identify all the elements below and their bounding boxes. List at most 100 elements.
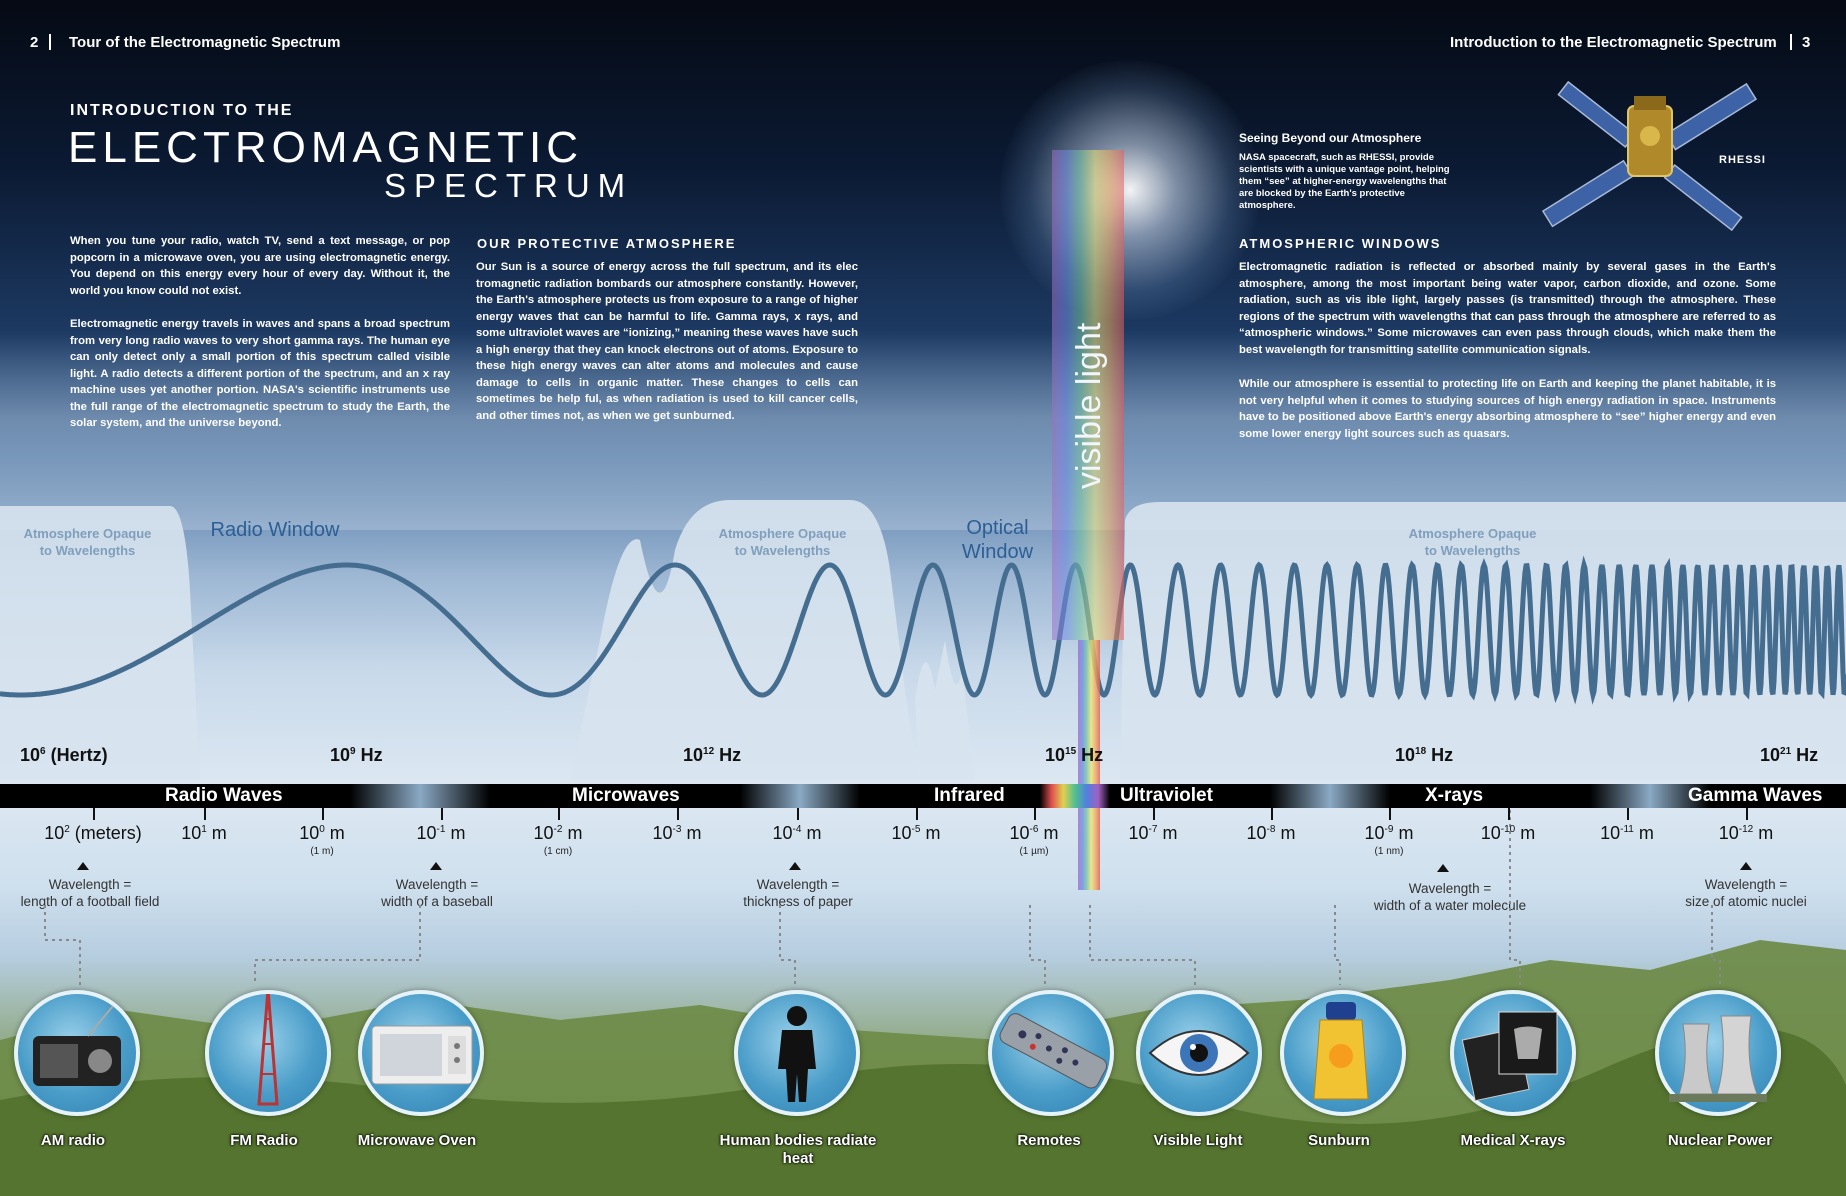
visible-light-beam [1052,150,1124,640]
visible-light-narrow-beam [1078,640,1100,890]
example-visible-light: Visible Light [1153,1132,1243,1149]
wavelength-tick [93,808,95,820]
wavelength-tick [1034,808,1036,820]
cooling-towers-icon [1669,1015,1767,1102]
comparison-football-field: Wavelength = length of a football field [20,877,160,909]
intro-paragraph-2: Electromagnetic energy travels in waves … [70,318,450,429]
wavelength-label: 10-5 m [891,823,941,843]
frequency-label: 1021 Hz [1760,745,1819,765]
sunburn-circle [1280,990,1406,1116]
wavelength-label: 10-12 m [1718,823,1774,843]
visible-light-circle [1136,990,1262,1116]
example-microwave-oven: Microwave Oven [357,1132,477,1149]
caret-marker [1740,862,1752,870]
frequency-label: 1015 Hz [1045,745,1104,765]
caret-marker [1437,864,1449,872]
windows-paragraph-1: Electromagnetic radiation is reflected o… [1239,261,1776,356]
radio-window-label: Radio Window [210,519,340,541]
comparison-atomic-nuclei: Wavelength = size of atomic nuclei [1685,877,1807,909]
wavelength-sublabel: (1 µm) [1019,846,1049,857]
dotted-connectors [44,810,1721,985]
wavelength-sublabel: (1 m) [310,846,334,857]
wavelength-label: 10-7 m [1128,823,1178,843]
human-body-circle [734,990,860,1116]
band-gamma-waves: Gamma Waves [1688,785,1823,806]
band-radio-waves: Radio Waves [165,785,283,806]
header-divider [1790,34,1792,50]
opaque-region-radio [0,506,200,780]
wavelength-tick [322,808,324,820]
fm-radio-circle [205,990,331,1116]
example-nuclear-power: Nuclear Power [1667,1132,1773,1149]
wavelength-tick [204,808,206,820]
wavelength-label: 10-10 m [1480,823,1536,843]
em-wave [0,555,1846,705]
rhessi-satellite-icon [1541,80,1758,232]
wavelength-tick [441,808,443,820]
band-ultraviolet: Ultraviolet [1120,785,1213,806]
opaque-label-3: Atmosphere Opaque to Wavelengths [1408,526,1537,558]
windows-paragraph-2: While our atmosphere is essential to pro… [1239,378,1776,440]
microwave-oven-icon [371,1025,473,1085]
opaque-label-1: Atmosphere Opaque to Wavelengths [23,526,152,558]
title-sub: SPECTRUM [384,167,634,204]
example-remotes: Remotes [1017,1132,1081,1149]
wavelength-tick [916,808,918,820]
wavelength-label: 10-11 m [1600,823,1654,843]
band-gradient [1040,784,1110,808]
example-medical-xrays: Medical X-rays [1460,1132,1566,1149]
caret-marker [430,862,442,870]
wavelength-label: 10-6 m [1009,823,1059,843]
sun-glow [1000,60,1260,320]
frequency-label: 109 Hz [330,745,383,765]
caret-marker [789,862,801,870]
wavelength-tick [558,808,560,820]
band-bar [0,784,1846,808]
wavelength-tick [1627,808,1629,820]
remote-control-icon [999,1013,1108,1089]
band-gradient [1270,784,1390,808]
band-gradient [740,784,860,808]
am-radio-icon [33,1005,121,1086]
frequency-label: 1018 Hz [1395,745,1454,765]
microwave-oven-circle [358,990,484,1116]
wavelength-tick [1389,808,1391,820]
wavelength-label: 10-9 m [1364,823,1414,843]
wavelength-label: 10-4 m [772,823,822,843]
wavelength-label: 10-3 m [652,823,702,843]
left-running-title: Tour of the Electromagnetic Spectrum [69,34,341,51]
example-fm-radio: FM Radio [230,1132,298,1149]
beyond-heading: Seeing Beyond our Atmosphere [1239,131,1422,145]
band-gradient [350,784,490,808]
band-x-rays: X-rays [1425,785,1484,806]
comparison-paper: Wavelength = thickness of paper [743,877,853,909]
header-divider [49,34,51,50]
opaque-label-2: Atmosphere Opaque to Wavelengths [718,526,847,558]
frequency-label: 1012 Hz [683,745,742,765]
wavelength-label: 102 (meters) [44,823,142,843]
wavelength-tick [1271,808,1273,820]
right-running-title: Introduction to the Electromagnetic Spec… [1450,34,1777,51]
caret-marker [77,862,89,870]
band-infrared: Infrared [934,785,1005,806]
example-sunburn: Sunburn [1308,1132,1370,1149]
beyond-paragraph: NASA spacecraft, such as RHESSI, provide… [1239,152,1450,211]
wavelength-tick [1153,808,1155,820]
eye-icon [1148,1030,1250,1076]
am-radio-circle [14,990,140,1116]
title-line1: INTRODUCTION TO THE [70,102,294,119]
atmosphere-heading: OUR PROTECTIVE ATMOSPHERE [477,236,737,251]
windows-heading: ATMOSPHERIC WINDOWS [1239,236,1442,251]
wavelength-sublabel: (1 cm) [543,846,573,857]
band-gradient [1590,784,1710,808]
medical-xray-circle [1450,990,1576,1116]
hills [0,1028,1846,1196]
sunscreen-bottle-icon [1313,1002,1369,1100]
wavelength-label: 10-8 m [1246,823,1296,843]
example-am-radio: AM radio [40,1132,106,1149]
frequency-label: 106 (Hertz) [20,745,108,765]
left-page-number: 2 [30,34,39,51]
nuclear-power-circle [1655,990,1781,1116]
comparison-baseball: Wavelength = width of a baseball [381,877,493,909]
